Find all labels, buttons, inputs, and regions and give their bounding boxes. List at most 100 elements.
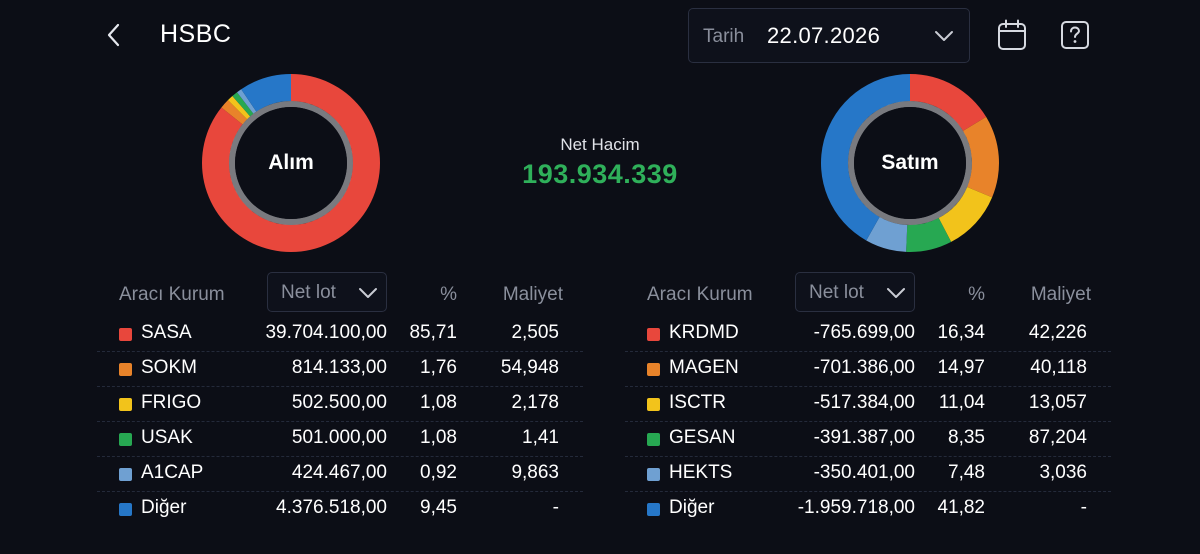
row-net-lot: -350.401,00 [813, 462, 915, 483]
row-percent: 14,97 [937, 357, 985, 378]
row-percent: 16,34 [937, 322, 985, 343]
buy-donut-hole [235, 107, 347, 219]
buy-table-row[interactable]: Diğer 4.376.518,00 9,45 - [97, 492, 583, 527]
buy-table-row[interactable]: SOKM 814.133,00 1,76 54,948 [97, 352, 583, 387]
sell-donut-rim [848, 101, 972, 225]
row-percent: 1,08 [420, 427, 457, 448]
row-name: GESAN [669, 427, 736, 448]
color-swatch [119, 468, 132, 481]
sell-slice-0 [910, 74, 987, 131]
buy-header-cost: Maliyet [502, 284, 563, 305]
row-name: FRIGO [141, 392, 202, 413]
row-name: HEKTS [669, 462, 733, 483]
row-net-lot: 4.376.518,00 [276, 497, 387, 518]
row-name: SOKM [141, 357, 197, 378]
row-percent: 1,08 [420, 392, 457, 413]
row-percent: 85,71 [409, 322, 457, 343]
row-name: Diğer [141, 497, 187, 518]
row-cost: 54,948 [500, 357, 559, 378]
date-label: Tarih [703, 26, 745, 47]
buy-donut-rim [229, 101, 353, 225]
row-cost: 40,118 [1030, 357, 1087, 378]
date-value: 22.07.2026 [767, 23, 881, 48]
buy-sort-label: Net lot [281, 282, 336, 303]
row-name: USAK [141, 427, 193, 448]
calendar-icon [998, 19, 1026, 50]
sell-sort-label: Net lot [809, 282, 864, 303]
buy-table-row[interactable]: SASA 39.704.100,00 85,71 2,505 [97, 317, 583, 352]
row-percent: 41,82 [937, 497, 985, 518]
buy-slice-1 [221, 100, 248, 125]
row-net-lot: -701.386,00 [813, 357, 915, 378]
sell-table-row[interactable]: ISCTR -517.384,00 11,04 13,057 [625, 387, 1111, 422]
sell-table-row[interactable]: HEKTS -350.401,00 7,48 3,036 [625, 457, 1111, 492]
row-percent: 9,45 [420, 497, 457, 518]
buy-donut-label: Alım [268, 151, 314, 174]
buy-table: Aracı Kurum Net lot % Maliyet SASA 39.704… [97, 272, 587, 532]
sell-table-row[interactable]: MAGEN -701.386,00 14,97 40,118 [625, 352, 1111, 387]
buy-sort-select[interactable]: Net lot [267, 272, 387, 312]
row-name: ISCTR [669, 392, 726, 413]
row-cost: 2,505 [511, 322, 559, 343]
row-net-lot: -765.699,00 [813, 322, 915, 343]
sell-donut-chart: Satım [820, 73, 1000, 253]
sell-table-row[interactable]: Diğer -1.959.718,00 41,82 - [625, 492, 1111, 527]
row-cost: 13,057 [1028, 392, 1087, 413]
color-swatch [647, 363, 660, 376]
sell-sort-select[interactable]: Net lot [795, 272, 915, 312]
buy-table-row[interactable]: FRIGO 502.500,00 1,08 2,178 [97, 387, 583, 422]
color-swatch [647, 328, 660, 341]
buy-donut-svg [202, 74, 380, 253]
row-cost: 87,204 [1028, 427, 1087, 448]
calendar-button[interactable] [996, 18, 1028, 52]
color-swatch [119, 398, 132, 411]
page-title: HSBC [160, 20, 232, 48]
date-picker[interactable]: Tarih 22.07.2026 [688, 8, 970, 63]
row-net-lot: 502.500,00 [291, 392, 387, 413]
row-net-lot: 424.467,00 [291, 462, 387, 483]
row-name: A1CAP [141, 462, 204, 483]
row-net-lot: 501.000,00 [291, 427, 387, 448]
help-icon [1061, 21, 1089, 49]
back-button[interactable] [98, 18, 128, 52]
sell-slice-3 [906, 217, 952, 252]
row-net-lot: 814.133,00 [291, 357, 387, 378]
color-swatch [119, 363, 132, 376]
sell-header-pct: % [968, 284, 985, 305]
help-button[interactable] [1059, 18, 1091, 52]
row-net-lot: 39.704.100,00 [265, 322, 387, 343]
sell-header-broker: Aracı Kurum [647, 284, 753, 305]
row-name: KRDMD [669, 322, 739, 343]
buy-slice-0 [202, 74, 380, 253]
buy-donut-chart: Alım [201, 73, 381, 253]
row-percent: 7,48 [948, 462, 985, 483]
color-swatch [119, 328, 132, 341]
buy-table-row[interactable]: USAK 501.000,00 1,08 1,41 [97, 422, 583, 457]
color-swatch [647, 468, 660, 481]
color-swatch [119, 503, 132, 516]
row-percent: 0,92 [420, 462, 457, 483]
row-name: Diğer [669, 497, 715, 518]
row-net-lot: -517.384,00 [813, 392, 915, 413]
row-cost: 42,226 [1028, 322, 1087, 343]
chevron-left-icon [107, 23, 120, 47]
sell-slice-1 [963, 116, 999, 198]
net-volume-label: Net Hacim [560, 135, 640, 154]
sell-slice-2 [938, 186, 993, 242]
row-net-lot: -391.387,00 [813, 427, 915, 448]
sell-donut-label: Satım [881, 151, 939, 174]
sell-header-cost: Maliyet [1030, 284, 1091, 305]
row-name: SASA [141, 322, 192, 343]
sell-donut-hole [854, 107, 966, 219]
net-volume-value: 193.934.339 [522, 159, 678, 189]
buy-slice-3 [232, 92, 254, 117]
sell-table-row[interactable]: KRDMD -765.699,00 16,34 42,226 [625, 317, 1111, 352]
row-cost: 9,863 [511, 462, 559, 483]
color-swatch [647, 398, 660, 411]
sell-table-row[interactable]: GESAN -391.387,00 8,35 87,204 [625, 422, 1111, 457]
buy-table-row[interactable]: A1CAP 424.467,00 0,92 9,863 [97, 457, 583, 492]
sell-slice-5 [821, 74, 910, 241]
sell-slice-4 [866, 216, 908, 252]
row-cost: - [1080, 497, 1087, 518]
color-swatch [119, 433, 132, 446]
